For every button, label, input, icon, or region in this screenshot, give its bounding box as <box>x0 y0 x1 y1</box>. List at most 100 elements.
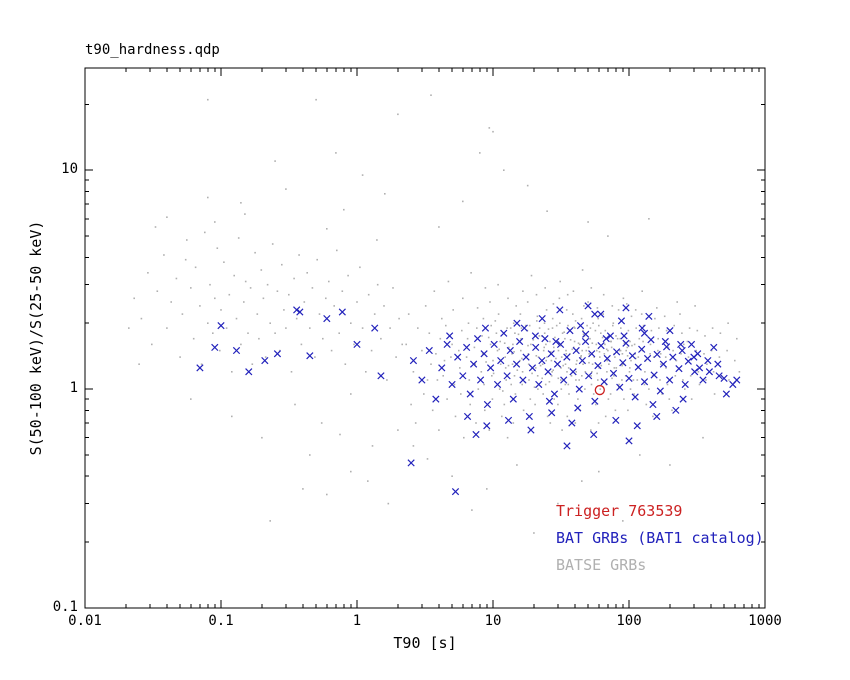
batse-grb-point <box>549 422 552 424</box>
bat-grb-point <box>454 353 462 361</box>
bat-grb-point <box>232 346 241 355</box>
batse-grb-point <box>156 290 159 292</box>
batse-grb-point <box>470 272 472 274</box>
batse-grb-point <box>503 403 506 406</box>
batse-grb-point <box>501 415 503 418</box>
batse-grb-point <box>574 422 577 424</box>
batse-grb-point <box>507 297 509 300</box>
bat-grb-point <box>677 340 685 349</box>
batse-grb-point <box>373 313 376 315</box>
bat-grb-point <box>594 362 602 370</box>
bat-grb-point <box>504 416 513 424</box>
batse-grb-point <box>545 309 548 311</box>
bat-grb-point <box>525 412 533 421</box>
batse-grb-point <box>309 327 311 329</box>
batse-grb-point <box>627 409 629 412</box>
batse-grb-point <box>376 283 379 286</box>
batse-grb-point <box>636 379 639 381</box>
batse-grb-point <box>192 337 195 340</box>
batse-grb-point <box>380 337 382 340</box>
batse-grb-point <box>604 329 607 332</box>
trigger-marker <box>594 384 605 396</box>
batse-grb-point <box>220 309 222 311</box>
batse-grb-point <box>637 356 640 358</box>
batse-grb-point <box>138 363 140 365</box>
batse-grb-point <box>564 383 567 386</box>
batse-grb-point <box>335 152 337 154</box>
bat-grb-point <box>446 332 454 340</box>
batse-grb-point <box>494 320 497 322</box>
batse-grb-point <box>147 272 149 274</box>
batse-grb-point <box>128 327 130 329</box>
batse-grb-point <box>549 340 551 343</box>
batse-grb-point <box>237 237 240 239</box>
batse-grb-point <box>302 488 304 490</box>
bat-grb-point <box>675 365 683 373</box>
batse-grb-point <box>315 98 317 101</box>
bat-grb-point <box>443 340 451 349</box>
bat-grb-point <box>532 343 540 352</box>
batse-grb-point <box>656 307 658 309</box>
batse-grb-point <box>553 398 555 400</box>
batse-grb-point <box>580 317 583 320</box>
batse-grb-point <box>696 329 699 332</box>
batse-grb-point <box>536 375 539 377</box>
batse-grb-point <box>560 356 563 358</box>
batse-grb-point <box>713 393 716 395</box>
batse-grb-point <box>665 367 667 369</box>
batse-grb-point <box>199 305 201 307</box>
batse-grb-point <box>568 393 570 395</box>
bat-grb-point <box>625 437 633 445</box>
batse-grb-point <box>480 371 483 373</box>
batse-grb-point <box>483 383 485 386</box>
bat-grb-point <box>695 364 704 372</box>
batse-grb-point <box>339 433 341 436</box>
batse-grb-point <box>555 357 557 360</box>
batse-grb-point <box>659 353 662 355</box>
batse-grb-point <box>489 301 491 303</box>
batse-grb-point <box>338 332 340 334</box>
batse-grb-point <box>481 353 484 355</box>
bat-grb-point <box>432 395 440 403</box>
batse-grb-point <box>491 398 494 400</box>
batse-grb-point <box>573 326 575 328</box>
bat-grb-point <box>687 340 696 349</box>
batse-grb-point <box>719 332 722 334</box>
batse-grb-point <box>671 409 673 412</box>
batse-grb-point <box>557 502 559 505</box>
batse-grb-point <box>505 379 507 381</box>
batse-grb-point <box>521 371 524 373</box>
batse-grb-point <box>235 317 238 320</box>
batse-grb-point <box>431 409 434 412</box>
batse-grb-point <box>632 379 635 381</box>
batse-grb-point <box>580 355 582 357</box>
batse-grb-point <box>254 251 256 254</box>
batse-grb-point <box>563 331 565 333</box>
batse-grb-point <box>551 327 554 329</box>
batse-grb-point <box>548 381 551 383</box>
batse-grb-point <box>595 343 598 346</box>
batse-grb-point <box>492 130 494 133</box>
batse-grb-point <box>654 317 656 320</box>
batse-grb-point <box>397 113 399 116</box>
bat-grb-point <box>509 395 517 403</box>
batse-grb-point <box>534 403 536 406</box>
batse-grb-point <box>258 337 260 340</box>
batse-grb-point <box>330 349 333 352</box>
batse-grb-point <box>356 301 358 303</box>
batse-grb-point <box>542 349 545 352</box>
bat-grb-point <box>649 400 657 409</box>
batse-grb-point <box>610 340 612 343</box>
batse-grb-point <box>343 208 345 211</box>
batse-grb-point <box>266 283 269 286</box>
batse-grb-point <box>212 332 214 334</box>
bat-grb-point <box>638 324 646 332</box>
batse-grb-point <box>621 364 623 367</box>
batse-grb-point <box>502 390 504 392</box>
batse-grb-point <box>511 353 513 355</box>
batse-grb-point <box>630 315 633 318</box>
bat-grb-point <box>506 346 514 355</box>
batse-grb-point <box>590 383 593 386</box>
batse-grb-point <box>223 261 225 263</box>
batse-grb-point <box>477 388 480 390</box>
